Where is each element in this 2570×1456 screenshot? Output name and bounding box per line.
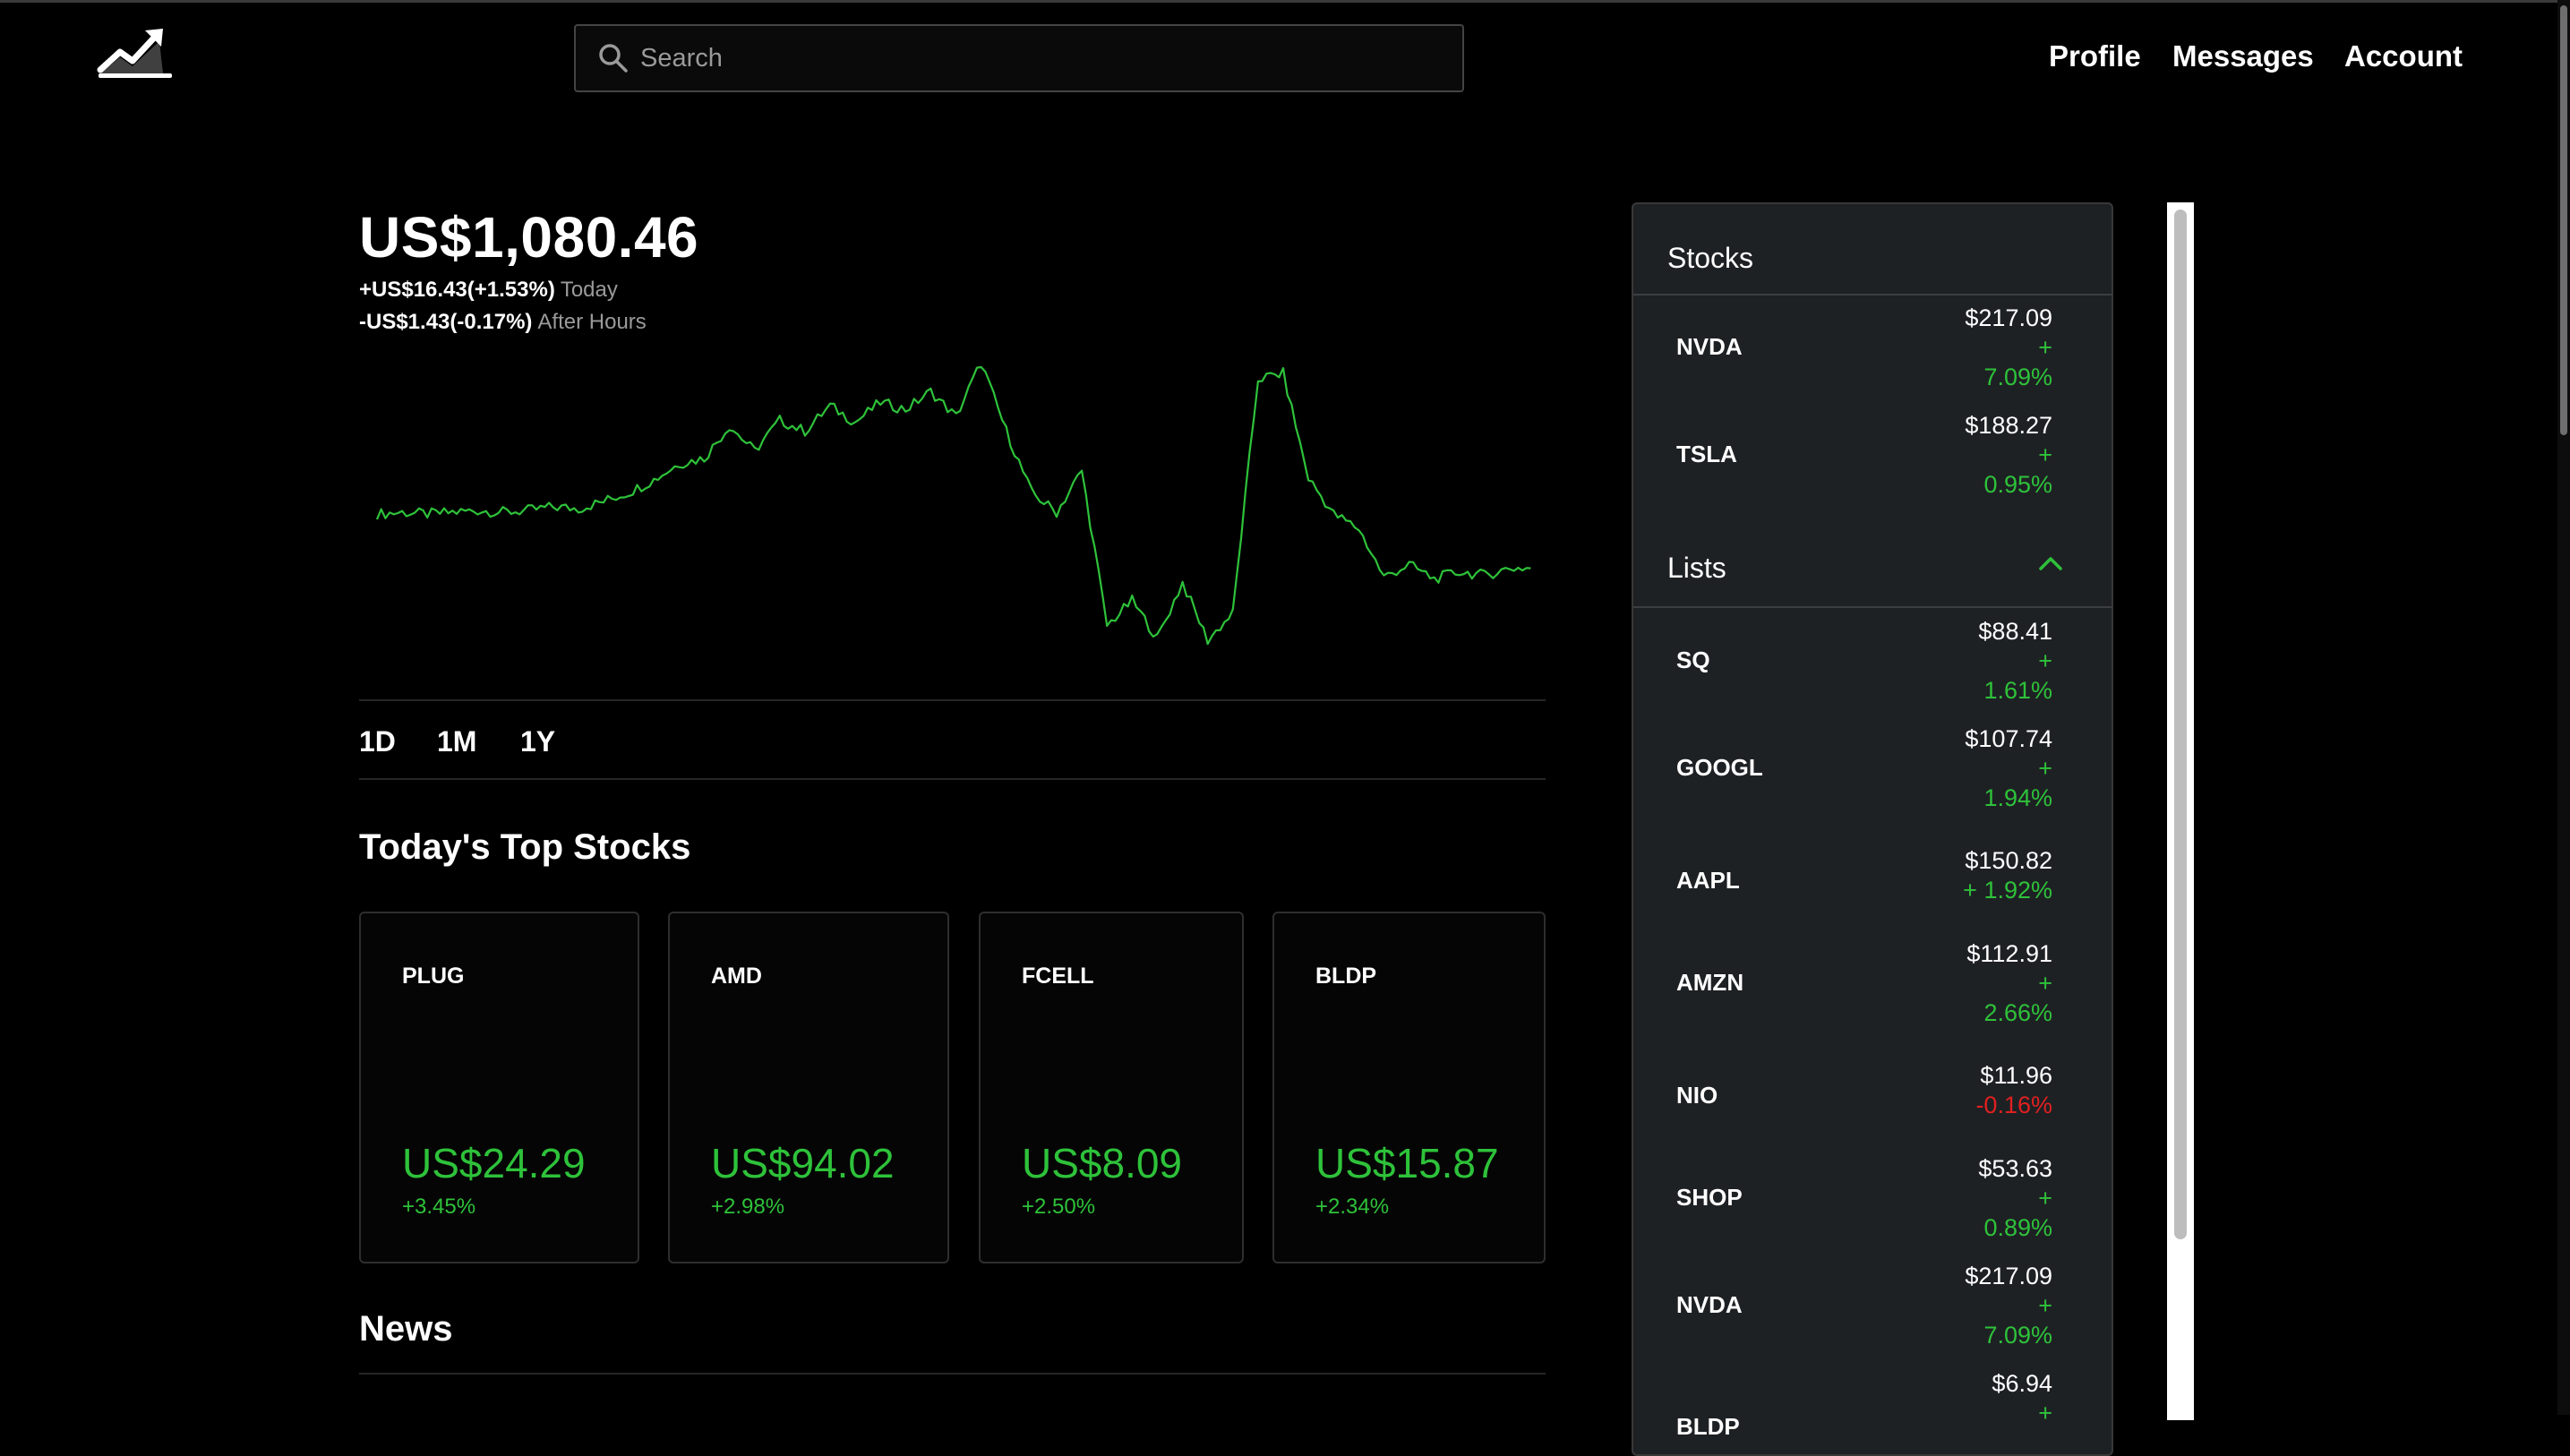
card-change: +3.45%: [402, 1195, 476, 1219]
top-stock-card[interactable]: AMD US$94.02 +2.98%: [668, 912, 949, 1263]
page-scrollbar-thumb[interactable]: [2560, 5, 2567, 435]
range-1y-button[interactable]: 1Y: [520, 725, 556, 758]
row-price: $11.96: [1980, 1062, 2052, 1089]
today-change: +US$16.43(+1.53%) Today: [359, 278, 618, 303]
row-change: 7.09%: [1983, 364, 2052, 390]
watchlist-row[interactable]: SQ $88.41 + 1.61%: [1633, 618, 2112, 716]
nav-account-link[interactable]: Account: [2344, 39, 2463, 73]
stocks-heading: Stocks: [1667, 242, 1754, 274]
row-ticker: SHOP: [1676, 1184, 1743, 1211]
row-change: -0.16%: [1975, 1092, 2052, 1118]
row-change-sign: +: [2038, 1292, 2052, 1319]
card-change: +2.34%: [1315, 1195, 1390, 1219]
range-1d-button[interactable]: 1D: [359, 725, 396, 758]
card-change: +2.98%: [711, 1195, 785, 1219]
row-price: $88.41: [1978, 618, 2052, 645]
range-1m-button[interactable]: 1M: [437, 725, 477, 758]
search-icon: [599, 44, 628, 73]
card-price: US$8.09: [1022, 1140, 1183, 1186]
row-price: $188.27: [1965, 412, 2052, 439]
news-divider: [359, 1373, 1546, 1375]
after-hours-change-value: -US$1.43(-0.17%): [359, 310, 533, 334]
row-ticker: AMZN: [1676, 969, 1744, 996]
watchlist-row[interactable]: NVDA $217.09 + 7.09%: [1633, 304, 2112, 403]
watchlist-row[interactable]: NVDA $217.09 + 7.09%: [1633, 1263, 2112, 1361]
card-price: US$94.02: [711, 1140, 895, 1186]
row-price: $112.91: [1966, 940, 2052, 967]
row-ticker: NVDA: [1676, 1291, 1743, 1318]
watchlist-scrollbar[interactable]: [2167, 202, 2194, 1420]
row-change-sign: +: [2038, 970, 2052, 997]
top-stocks-heading: Today's Top Stocks: [359, 827, 691, 867]
row-change: 1.61%: [1983, 677, 2052, 704]
window-top-border: [0, 0, 2570, 3]
card-price: US$24.29: [402, 1140, 586, 1186]
watchlist-panel[interactable]: Stocks NVDA $217.09 + 7.09% TSLA $188.27…: [1632, 202, 2113, 1456]
row-change: 2.66%: [1983, 999, 2052, 1026]
range-divider: [359, 778, 1546, 780]
row-change: 0.95%: [1983, 471, 2052, 498]
card-symbol: PLUG: [402, 964, 465, 989]
lists-heading: Lists: [1667, 552, 1726, 584]
row-price: $217.09: [1965, 1263, 2052, 1289]
app-logo-icon[interactable]: [97, 25, 174, 81]
row-ticker: TSLA: [1676, 441, 1737, 467]
watchlist-row[interactable]: SHOP $53.63 + 0.89%: [1633, 1155, 2112, 1254]
row-price: $107.74: [1965, 725, 2052, 752]
row-ticker: NVDA: [1676, 333, 1743, 360]
price-line: [375, 365, 1531, 646]
top-stock-card[interactable]: PLUG US$24.29 +3.45%: [359, 912, 639, 1263]
row-change-sign: +: [2038, 647, 2052, 674]
row-ticker: NIO: [1676, 1082, 1718, 1109]
after-hours-change-label: After Hours: [537, 310, 647, 334]
stocks-divider: [1633, 294, 2112, 295]
today-change-value: +US$16.43(+1.53%): [359, 278, 555, 302]
card-price: US$15.87: [1315, 1140, 1499, 1186]
after-hours-change: -US$1.43(-0.17%) After Hours: [359, 310, 647, 335]
row-change-sign: +: [2038, 1400, 2052, 1426]
watchlist-row[interactable]: AMZN $112.91 + 2.66%: [1633, 940, 2112, 1039]
card-symbol: BLDP: [1315, 964, 1377, 989]
card-symbol: FCELL: [1022, 964, 1094, 989]
row-change-sign: +: [2038, 441, 2052, 468]
row-change-sign: +: [2038, 755, 2052, 782]
nav-messages-link[interactable]: Messages: [2172, 39, 2314, 73]
page-scrollbar[interactable]: [2557, 0, 2570, 1415]
top-stock-card[interactable]: BLDP US$15.87 +2.34%: [1272, 912, 1546, 1263]
row-change-sign: +: [2038, 334, 2052, 361]
search-bar[interactable]: Search: [574, 24, 1464, 92]
watchlist-scrollbar-thumb[interactable]: [2174, 210, 2187, 1239]
card-change: +2.50%: [1022, 1195, 1096, 1219]
row-change: 1.94%: [1983, 784, 2052, 811]
lists-divider: [1633, 606, 2112, 608]
row-change-sign: +: [2038, 1185, 2052, 1212]
row-change: + 1.92%: [1963, 877, 2052, 904]
watchlist-row[interactable]: NIO $11.96 -0.16%: [1633, 1062, 2112, 1161]
row-ticker: BLDP: [1676, 1413, 1740, 1440]
watchlist-row[interactable]: BLDP $6.94 +: [1633, 1370, 2112, 1454]
news-heading: News: [359, 1309, 453, 1349]
search-input[interactable]: Search: [640, 43, 723, 73]
today-change-label: Today: [560, 278, 618, 302]
top-stock-card[interactable]: FCELL US$8.09 +2.50%: [979, 912, 1244, 1263]
chevron-up-icon[interactable]: [2036, 553, 2065, 573]
row-price: $53.63: [1978, 1155, 2052, 1182]
portfolio-price-chart[interactable]: [359, 354, 1546, 658]
row-price: $150.82: [1965, 847, 2052, 874]
row-ticker: SQ: [1676, 647, 1710, 673]
watchlist-row[interactable]: GOOGL $107.74 + 1.94%: [1633, 725, 2112, 824]
row-price: $217.09: [1965, 304, 2052, 331]
watchlist-row[interactable]: TSLA $188.27 + 0.95%: [1633, 412, 2112, 510]
chart-divider: [359, 699, 1546, 701]
card-symbol: AMD: [711, 964, 762, 989]
row-price: $6.94: [1992, 1370, 2052, 1397]
row-change: 7.09%: [1983, 1322, 2052, 1349]
row-ticker: AAPL: [1676, 867, 1740, 894]
row-ticker: GOOGL: [1676, 754, 1763, 781]
nav-profile-link[interactable]: Profile: [2049, 39, 2141, 73]
row-change: 0.89%: [1983, 1214, 2052, 1241]
watchlist-row[interactable]: AAPL $150.82 + 1.92%: [1633, 847, 2112, 946]
portfolio-value: US$1,080.46: [359, 205, 699, 270]
